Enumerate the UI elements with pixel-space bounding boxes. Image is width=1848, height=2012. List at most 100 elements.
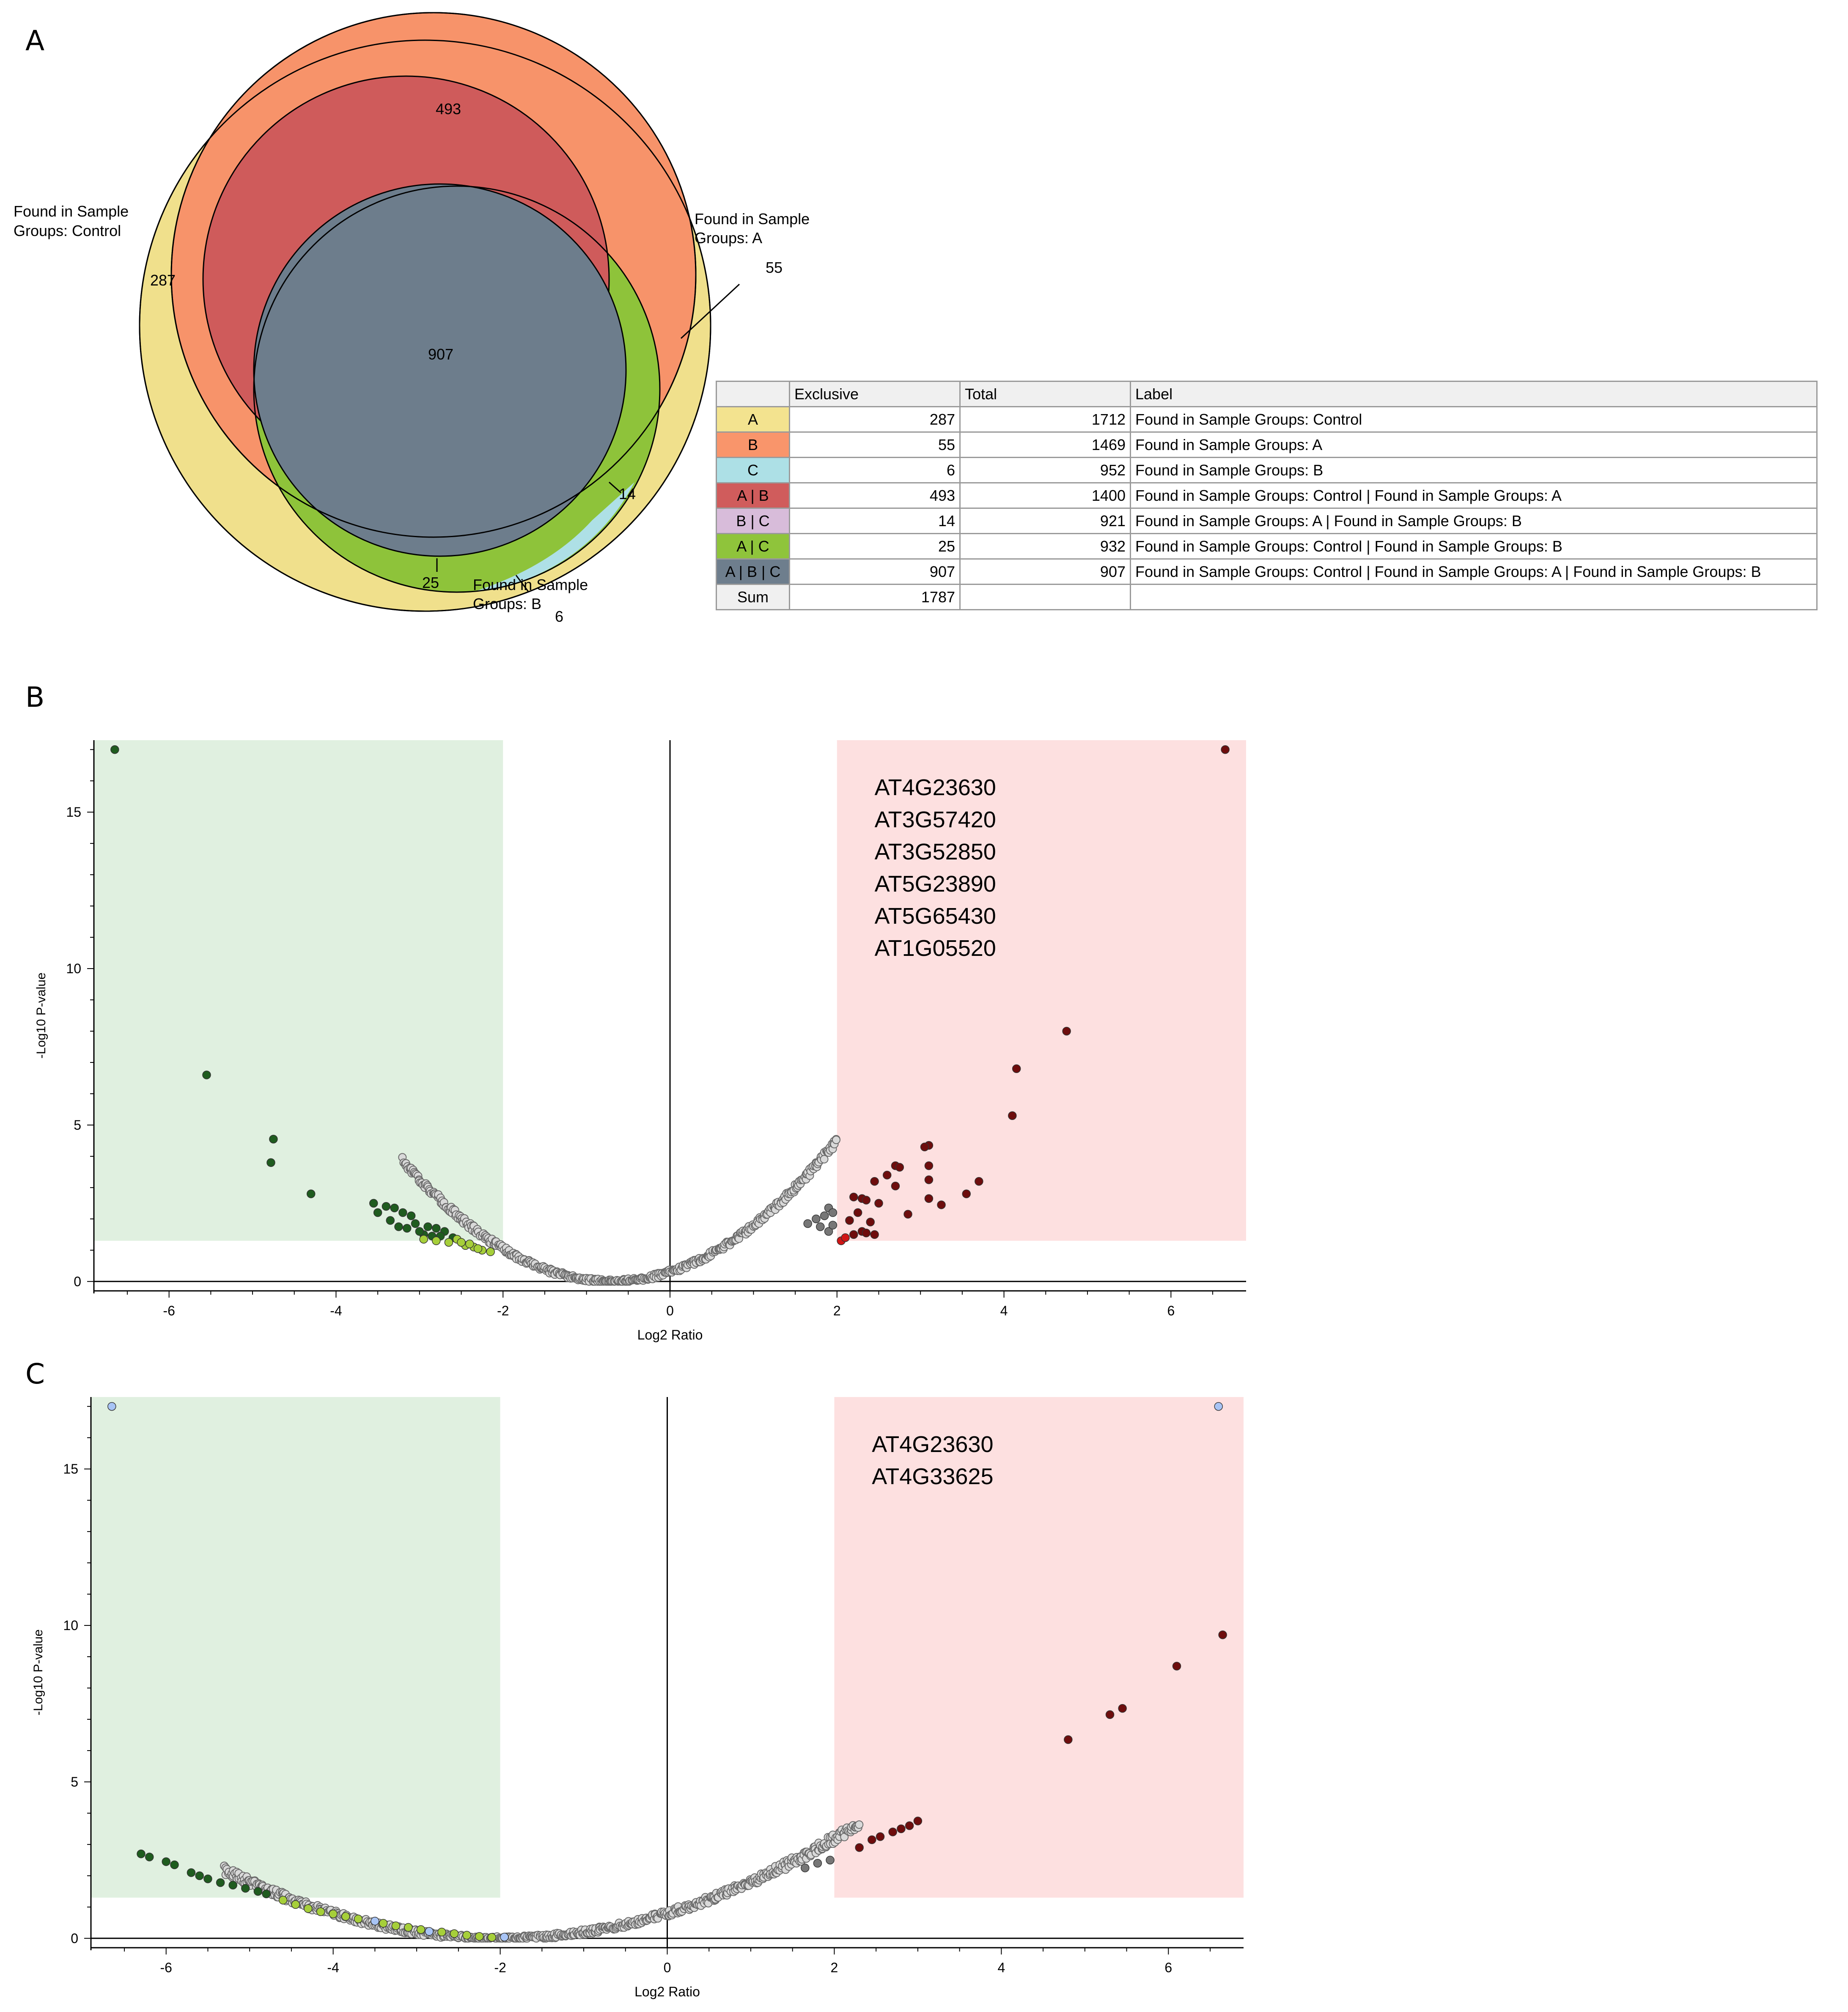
data-point-background (633, 1920, 642, 1929)
data-point-background (814, 1158, 823, 1167)
data-point-background (736, 1883, 745, 1892)
data-point-background (254, 1879, 263, 1888)
data-point-background (448, 1209, 456, 1218)
data-point-background (544, 1266, 553, 1275)
data-point-background (711, 1246, 719, 1255)
data-point (824, 1227, 833, 1236)
data-point (462, 1931, 471, 1940)
data-point-background (364, 1921, 373, 1930)
data-point-background (398, 1153, 407, 1162)
y-axis-label: -Log10 P-value (31, 1629, 45, 1715)
data-point-background (601, 1277, 610, 1286)
data-point-background (775, 1866, 784, 1875)
data-point-background (449, 1932, 458, 1941)
data-point-background (611, 1277, 620, 1286)
data-point-background (797, 1857, 806, 1866)
data-point-background (783, 1858, 792, 1867)
data-point-background (439, 1198, 448, 1207)
data-point-background (417, 1178, 426, 1187)
data-point-background (515, 1255, 524, 1264)
table-cell-label: Found in Sample Groups: Control | Found … (1130, 482, 1818, 509)
data-point (487, 1933, 497, 1942)
data-point-background (531, 1262, 540, 1271)
data-point (826, 1856, 835, 1865)
data-point-background (250, 1877, 259, 1886)
data-point (371, 1916, 379, 1926)
data-point-background (264, 1883, 272, 1892)
data-point-background (539, 1934, 548, 1943)
data-point-background (347, 1913, 356, 1922)
data-point-background (706, 1248, 714, 1257)
data-point-background (513, 1932, 522, 1941)
data-point-background (485, 1238, 494, 1247)
data-point-background (713, 1893, 722, 1902)
data-point-background (785, 1862, 794, 1871)
data-point-background (645, 1914, 654, 1923)
data-point (862, 1228, 871, 1238)
data-point (428, 1232, 437, 1241)
data-point-background (512, 1250, 521, 1259)
data-point-background (282, 1897, 291, 1905)
table-cell-label: Found in Sample Groups: A (1130, 431, 1818, 458)
data-point-background (469, 1221, 478, 1230)
table-row: B | C 14 921 Found in Sample Groups: A | Fo… (716, 508, 1818, 534)
gene-label: AT5G65430 (875, 903, 996, 929)
data-point-background (597, 1277, 606, 1286)
data-point-background (843, 1826, 852, 1835)
data-point-background (645, 1273, 654, 1282)
data-point-background (414, 1172, 423, 1180)
table-cell-exclusive: 287 (789, 406, 961, 433)
venn-label-control: Found in Sample Groups: Control (14, 203, 133, 239)
data-point-background (443, 1205, 452, 1214)
data-point-background (568, 1271, 577, 1280)
data-point-background (668, 1265, 677, 1274)
data-point-background (784, 1857, 793, 1866)
data-point-background (800, 1172, 809, 1181)
data-point-background (277, 1888, 286, 1897)
data-point (432, 1224, 441, 1233)
data-point-background (664, 1912, 673, 1921)
data-point-background (506, 1250, 515, 1259)
data-point-background (743, 1881, 752, 1890)
region-down (94, 740, 503, 1241)
gene-label: AT3G52850 (875, 839, 996, 865)
data-point-background (756, 1215, 765, 1224)
data-point-background (828, 1145, 837, 1153)
data-point-background (722, 1891, 730, 1899)
data-point-background (349, 1913, 358, 1921)
data-point-background (633, 1275, 642, 1284)
data-point-background (762, 1210, 771, 1219)
data-point-background (681, 1260, 690, 1269)
data-point-background (535, 1265, 544, 1274)
data-point-background (294, 1896, 303, 1905)
data-point-background (322, 1906, 331, 1915)
data-point-background (603, 1277, 612, 1286)
data-point-background (460, 1214, 469, 1223)
data-point (897, 1824, 906, 1834)
data-point-background (648, 1911, 657, 1920)
data-point-background (616, 1277, 625, 1286)
data-point-background (665, 1906, 674, 1915)
data-point-background (631, 1275, 640, 1284)
data-point-background (710, 1896, 719, 1905)
data-point-background (755, 1213, 764, 1222)
data-point-background (719, 1891, 728, 1899)
data-point-background (455, 1932, 464, 1941)
data-point-background (733, 1881, 741, 1890)
data-point-background (498, 1934, 507, 1943)
data-point (862, 1196, 871, 1205)
data-point-background (512, 1254, 521, 1263)
data-point-background (807, 1850, 816, 1859)
data-point-background (738, 1880, 747, 1889)
data-point-background (722, 1238, 731, 1246)
data-point-background (349, 1916, 358, 1924)
data-point-background (703, 1897, 711, 1906)
data-point (855, 1843, 864, 1852)
data-point (398, 1208, 407, 1217)
data-point-background (463, 1932, 472, 1941)
data-point-background (673, 1266, 682, 1275)
table-cell-key: A | C (716, 533, 790, 560)
data-point-background (345, 1913, 354, 1921)
table-cell-total: 921 (959, 508, 1131, 534)
data-point-background (372, 1920, 381, 1929)
